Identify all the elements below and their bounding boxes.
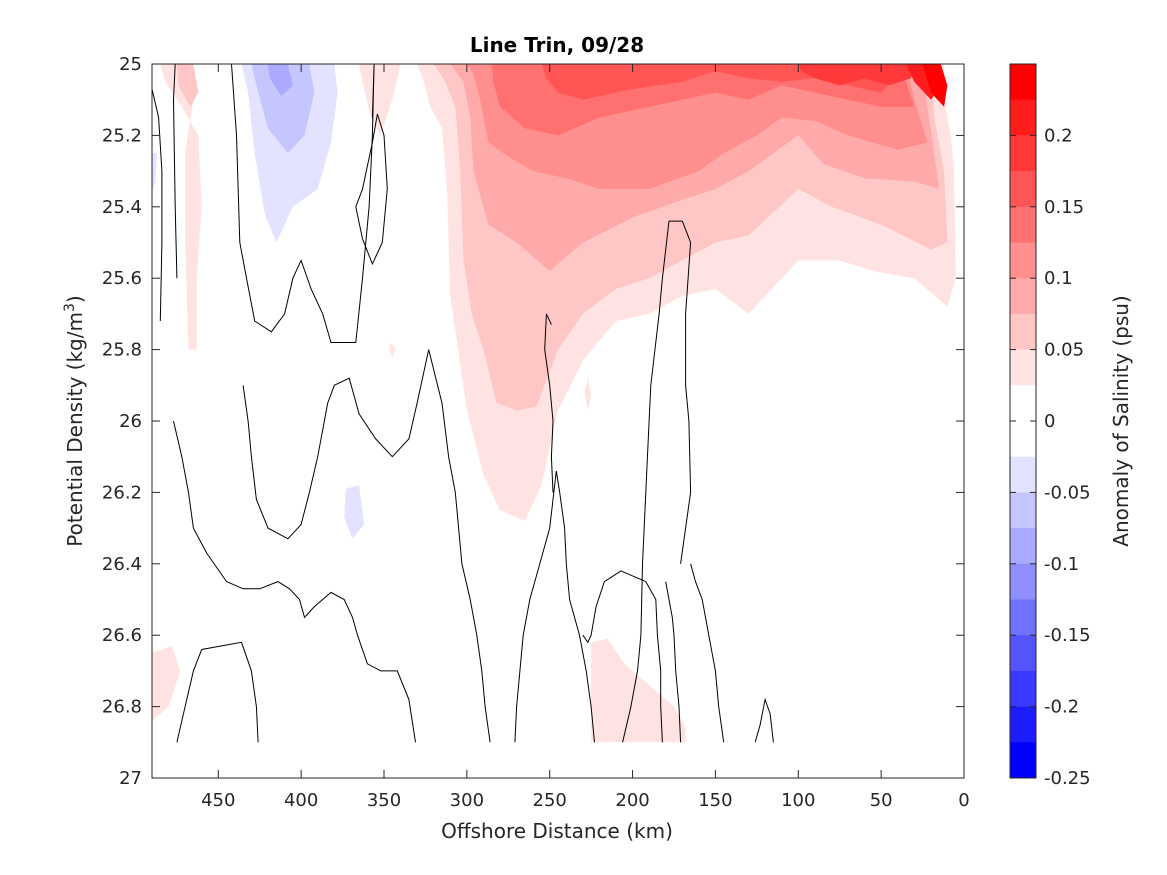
colorbar-swatch-2 bbox=[1010, 135, 1036, 172]
zero-contour-line-16 bbox=[544, 313, 554, 493]
zero-contour-line-7 bbox=[176, 641, 259, 743]
anomaly-region-1 bbox=[176, 64, 199, 107]
anomaly-region-19 bbox=[591, 638, 686, 743]
zero-contour-line-15 bbox=[622, 220, 683, 743]
colorbar-tick-label: -0.1 bbox=[1044, 554, 1079, 575]
colorbar-swatch-10 bbox=[1010, 421, 1036, 458]
y-axis: 25 25.2 25.4 25.6 25.8 26 26.2 26.4 26.6 26.8 27 bbox=[102, 54, 964, 789]
zero-contour-line-0 bbox=[152, 88, 163, 322]
colorbar-swatch-1 bbox=[1010, 99, 1036, 136]
colorbar-tick-label: -0.2 bbox=[1044, 697, 1079, 718]
colorbar-swatch-13 bbox=[1010, 528, 1036, 565]
colorbar-tick-label: 0 bbox=[1044, 411, 1055, 432]
zero-contour-line-9 bbox=[514, 470, 567, 743]
colorbar-swatch-19 bbox=[1010, 742, 1036, 779]
colorbar-swatch-6 bbox=[1010, 278, 1036, 315]
zero-contour-line-13 bbox=[754, 697, 774, 743]
x-tick-label: 450 bbox=[201, 790, 235, 811]
y-tick-label: 26.8 bbox=[102, 697, 142, 718]
colorbar-swatch-5 bbox=[1010, 242, 1036, 279]
y-tick-label: 26 bbox=[119, 411, 142, 432]
y-axis-label-close: ) bbox=[63, 295, 87, 303]
zero-contour-line-11 bbox=[665, 581, 682, 743]
zero-contour-line-6 bbox=[173, 420, 194, 529]
anomaly-region-18 bbox=[922, 64, 948, 107]
colorbar-swatch-3 bbox=[1010, 171, 1036, 208]
x-tick-label: 300 bbox=[450, 790, 484, 811]
colorbar-swatch-8 bbox=[1010, 349, 1036, 386]
y-tick-label: 26.6 bbox=[102, 625, 142, 646]
anomaly-region-4 bbox=[251, 64, 315, 154]
y-tick-label: 25.2 bbox=[102, 125, 142, 146]
y-tick-label: 27 bbox=[119, 768, 142, 789]
zero-contour-line-4 bbox=[242, 349, 491, 743]
y-tick-label: 25 bbox=[119, 54, 142, 75]
x-tick-label: 200 bbox=[615, 790, 649, 811]
y-tick-label: 26.2 bbox=[102, 482, 142, 503]
colorbar-tick-label: 0.1 bbox=[1044, 268, 1073, 289]
zero-contour-line-2 bbox=[231, 64, 375, 343]
colorbar-swatch-11 bbox=[1010, 456, 1036, 493]
colorbar-tick-label: 0.15 bbox=[1044, 197, 1084, 218]
colorbar-swatch-7 bbox=[1010, 313, 1036, 351]
anomaly-region-8 bbox=[359, 64, 401, 136]
x-tick-label: 250 bbox=[533, 790, 567, 811]
y-axis-label-main: Potential Density (kg/m bbox=[63, 312, 87, 547]
zero-contour-line-3 bbox=[355, 113, 388, 266]
y-tick-label: 25.8 bbox=[102, 340, 142, 361]
colorbar-label: Anomaly of Salinity (psu) bbox=[1109, 295, 1133, 546]
anomaly-region-9 bbox=[389, 342, 396, 357]
colorbar: 0.2 0.15 0.1 0.05 0 -0.05 -0.1 -0.15 -0.2 -0.25 bbox=[1009, 63, 1091, 789]
anomaly-region-5 bbox=[268, 64, 293, 97]
anomaly-region-6 bbox=[152, 153, 157, 193]
anomaly-region-0 bbox=[160, 64, 202, 350]
colorbar-swatch-14 bbox=[1010, 563, 1036, 600]
anomaly-region-7 bbox=[344, 485, 365, 539]
colorbar-tick-label: 0.2 bbox=[1044, 125, 1073, 146]
colorbar-swatch-16 bbox=[1010, 635, 1036, 672]
zero-contour-line-1 bbox=[172, 64, 178, 279]
anomaly-region-20 bbox=[584, 378, 592, 411]
x-tick-label: 0 bbox=[958, 790, 969, 811]
x-tick-label: 50 bbox=[870, 790, 893, 811]
zero-contour-line-8 bbox=[565, 563, 595, 743]
anomaly-region-2 bbox=[152, 645, 181, 721]
colorbar-tick-label: -0.05 bbox=[1044, 482, 1091, 503]
x-axis: 450 400 350 300 250 200 150 100 50 0 bbox=[201, 64, 970, 811]
y-tick-label: 25.4 bbox=[102, 197, 142, 218]
colorbar-tick-label: -0.25 bbox=[1044, 768, 1091, 789]
colorbar-swatch-18 bbox=[1010, 706, 1036, 743]
anomaly-region-3 bbox=[234, 64, 338, 243]
colorbar-tick-label: 0.05 bbox=[1044, 340, 1084, 361]
colorbar-tick-label: -0.15 bbox=[1044, 625, 1091, 646]
x-tick-label: 100 bbox=[781, 790, 815, 811]
plot-area bbox=[152, 64, 956, 743]
x-tick-label: 400 bbox=[284, 790, 318, 811]
y-tick-label: 26.4 bbox=[102, 554, 142, 575]
x-axis-label: Offshore Distance (km) bbox=[441, 819, 673, 843]
y-axis-label-superscript: 3 bbox=[62, 303, 78, 312]
zero-contour-line-5 bbox=[192, 527, 416, 743]
anomaly-region-16 bbox=[798, 64, 915, 86]
zero-contour-line-10 bbox=[582, 570, 663, 743]
y-axis-label: Potential Density (kg/m3) bbox=[62, 295, 87, 546]
colorbar-swatch-17 bbox=[1010, 670, 1036, 708]
chart-title: Line Trin, 09/28 bbox=[470, 33, 644, 57]
zero-contour-line-12 bbox=[690, 563, 725, 743]
colorbar-swatch-4 bbox=[1010, 206, 1036, 243]
y-tick-label: 25.6 bbox=[102, 268, 142, 289]
x-tick-label: 150 bbox=[698, 790, 732, 811]
colorbar-swatch-15 bbox=[1010, 599, 1036, 636]
colorbar-swatch-0 bbox=[1010, 64, 1036, 101]
colorbar-swatch-12 bbox=[1010, 492, 1036, 529]
x-tick-label: 350 bbox=[367, 790, 401, 811]
colorbar-swatch-9 bbox=[1010, 385, 1036, 422]
zero-contour-line-14 bbox=[680, 220, 692, 564]
